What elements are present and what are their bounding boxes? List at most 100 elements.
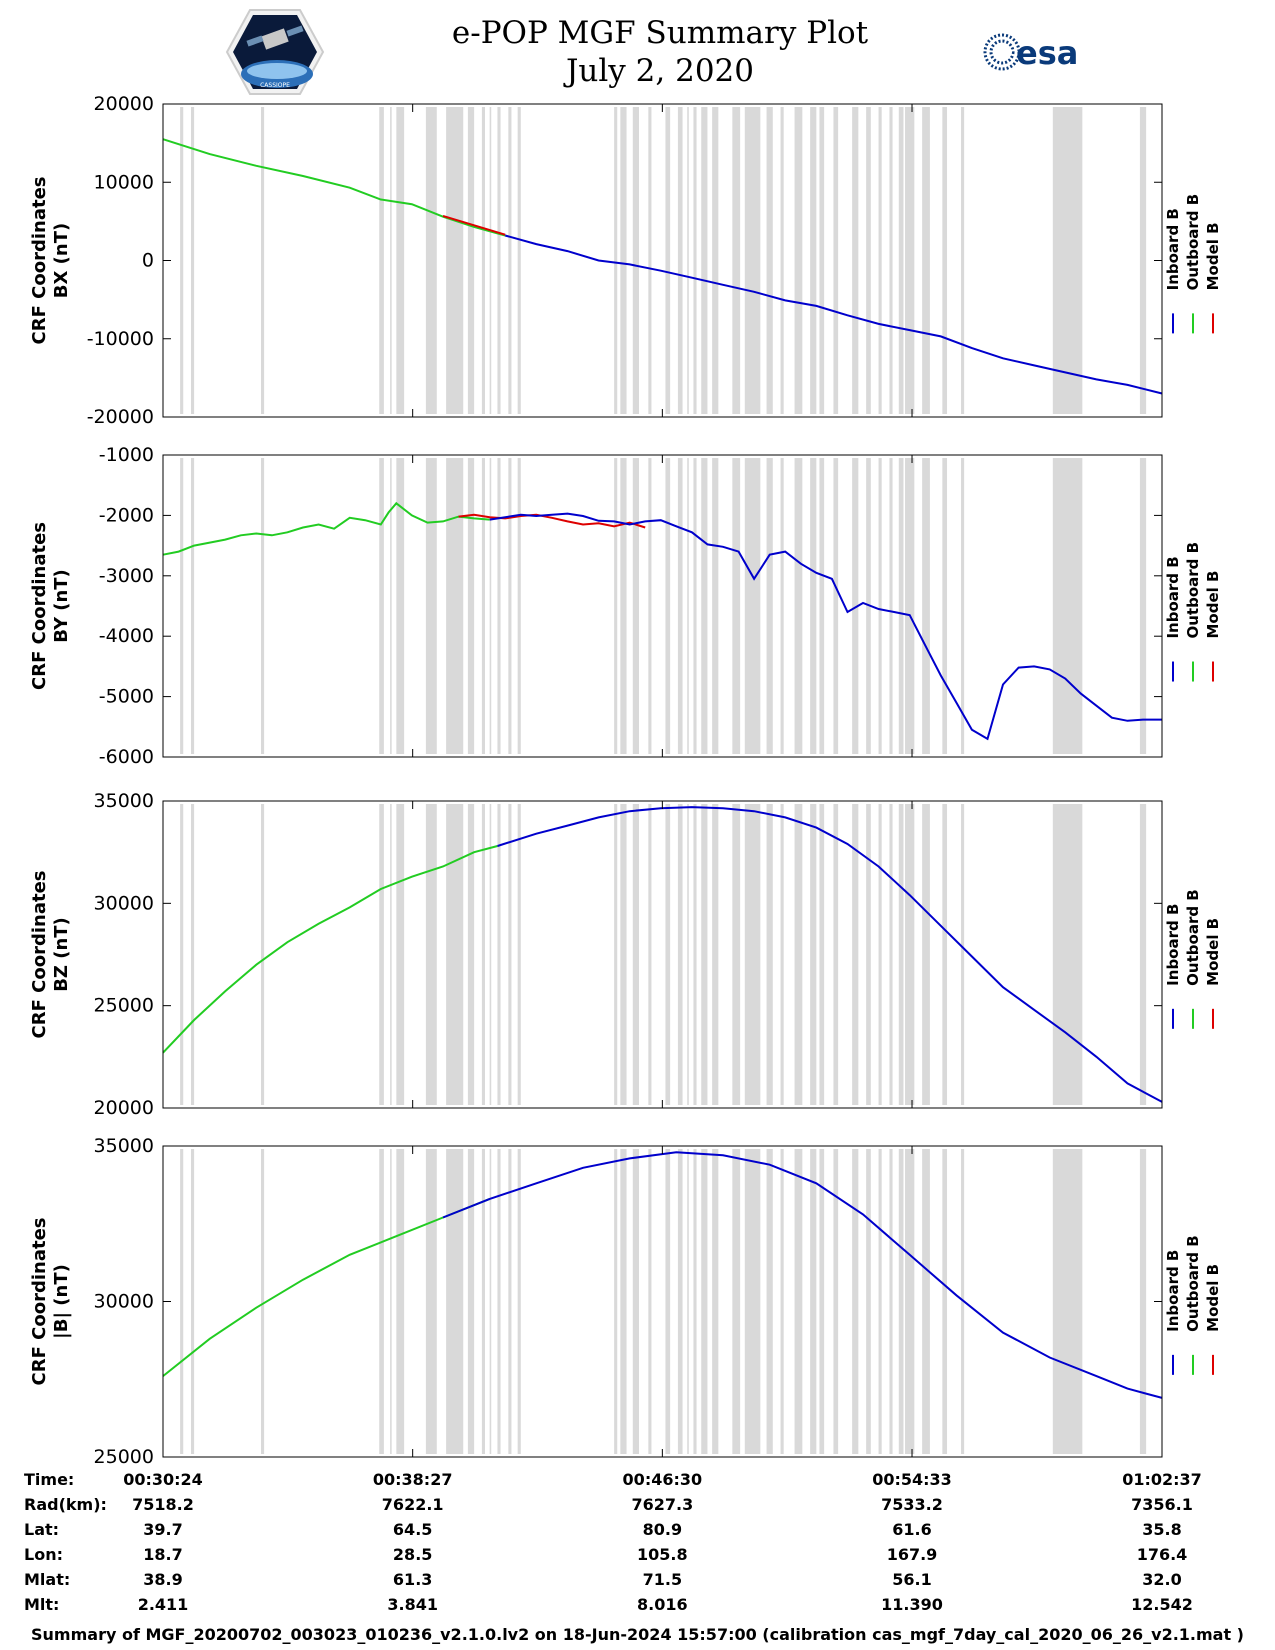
y-tick-label: 25000 — [94, 1446, 154, 1468]
data-gap-band — [833, 1149, 839, 1454]
data-gap-band — [852, 107, 859, 414]
data-gap-band — [852, 458, 859, 754]
data-gap-band — [261, 107, 265, 414]
legend-label: Inboard B — [1164, 208, 1182, 290]
data-gap-band — [191, 458, 195, 754]
data-gap-band — [390, 107, 392, 414]
data-gap-band — [648, 107, 652, 414]
series-line-outboard-b — [162, 138, 506, 237]
data-gap-band — [905, 107, 915, 414]
axes-frame — [162, 454, 1163, 758]
y-tick-label: 0 — [142, 250, 154, 272]
data-gap-band — [620, 804, 627, 1105]
data-gap-band — [648, 804, 652, 1105]
data-gap-band — [517, 107, 521, 414]
data-gap-band — [819, 107, 825, 414]
info-row-value: 2.411 — [137, 1595, 189, 1614]
data-gap-band — [810, 458, 817, 754]
info-row: Lat: 39.7 64.5 80.9 61.6 35.8 — [0, 1520, 1275, 1544]
data-gap-band — [620, 458, 627, 754]
data-gap-band — [833, 458, 839, 754]
info-row-value: 7622.1 — [381, 1495, 444, 1514]
y-tick-label: -6000 — [99, 746, 154, 768]
data-gap-band — [712, 804, 719, 1105]
data-gap-band — [379, 1149, 384, 1454]
y-tick-label: -10000 — [87, 328, 154, 350]
data-gap-band — [766, 458, 773, 754]
data-gap-band — [889, 107, 893, 414]
data-gap-band — [191, 1149, 195, 1454]
data-gap-band — [180, 107, 184, 414]
data-gap-band — [1052, 1149, 1083, 1454]
y-tick-label: -20000 — [87, 406, 154, 428]
data-gap-band — [1052, 458, 1083, 754]
data-gap-band — [180, 458, 184, 754]
data-gap-band — [1139, 458, 1147, 754]
data-gap-band — [379, 804, 384, 1105]
data-gap-band — [878, 1149, 882, 1454]
data-gap-band — [732, 804, 741, 1105]
data-gap-band — [898, 107, 904, 414]
data-gap-band — [810, 107, 817, 414]
esa-logo-icon: esa — [983, 33, 1078, 72]
data-gap-band — [677, 107, 683, 414]
panel-bz — [162, 800, 1214, 1109]
y-tick-label: 10000 — [94, 171, 154, 193]
data-gap-band — [905, 804, 915, 1105]
data-gap-band — [620, 107, 627, 414]
y-axis-label-line: BZ (nT) — [51, 917, 72, 992]
y-axis-label-line: CRF Coordinates — [29, 177, 50, 345]
data-gap-band — [425, 107, 437, 414]
info-row-label: Rad(km): — [24, 1495, 107, 1514]
data-gap-band — [1139, 804, 1147, 1105]
data-gap-band — [961, 804, 965, 1105]
data-gap-band — [517, 1149, 521, 1454]
data-gap-band — [878, 458, 882, 754]
panel-bx — [162, 103, 1214, 418]
data-gap-band — [390, 458, 392, 754]
info-row-value: 7356.1 — [1131, 1495, 1193, 1514]
data-gap-band — [712, 107, 719, 414]
series-line-outboard-b — [162, 845, 498, 1054]
data-gap-band — [446, 458, 464, 754]
data-gap-band — [810, 1149, 817, 1454]
data-gap-band — [379, 107, 384, 414]
y-axis-label-line: CRF Coordinates — [29, 522, 50, 690]
data-gap-band — [693, 1149, 697, 1454]
data-gap-band — [898, 1149, 904, 1454]
axes-frame — [162, 1145, 1163, 1458]
data-gap-band — [497, 1149, 501, 1454]
data-gap-band — [942, 1149, 948, 1454]
data-gap-band — [665, 804, 671, 1105]
data-gap-band — [732, 1149, 741, 1454]
data-gap-band — [446, 107, 464, 414]
info-row-value: 80.9 — [642, 1520, 683, 1539]
data-gap-band — [833, 107, 839, 414]
data-gap-band — [961, 458, 965, 754]
data-gap-band — [701, 107, 708, 414]
info-row-value: 11.390 — [881, 1595, 943, 1614]
data-gap-band — [889, 1149, 893, 1454]
info-row-value: 35.8 — [1142, 1520, 1182, 1539]
data-gap-band — [396, 107, 405, 414]
data-gap-band — [942, 107, 948, 414]
data-gap-band — [446, 804, 464, 1105]
info-row-value: 39.7 — [143, 1520, 183, 1539]
data-gap-band — [1052, 107, 1083, 414]
data-gap-band — [261, 1149, 265, 1454]
info-row-value: 00:46:30 — [622, 1470, 703, 1489]
y-tick-label: 35000 — [94, 1135, 154, 1157]
data-gap-band — [489, 1149, 492, 1454]
y-tick-label: -4000 — [99, 625, 154, 647]
data-gap-band — [866, 1149, 871, 1454]
data-gap-band — [489, 804, 492, 1105]
info-row-value: 00:38:27 — [372, 1470, 453, 1489]
legend-label: Inboard B — [1164, 1250, 1182, 1332]
data-gap-band — [1139, 107, 1147, 414]
data-gap-band — [889, 458, 893, 754]
info-row: Mlt: 2.411 3.841 8.016 11.390 12.542 — [0, 1595, 1275, 1619]
series-line-inboard-b — [442, 1151, 1163, 1399]
data-gap-band — [665, 458, 671, 754]
data-gap-band — [481, 1149, 486, 1454]
data-gap-band — [1139, 1149, 1147, 1454]
